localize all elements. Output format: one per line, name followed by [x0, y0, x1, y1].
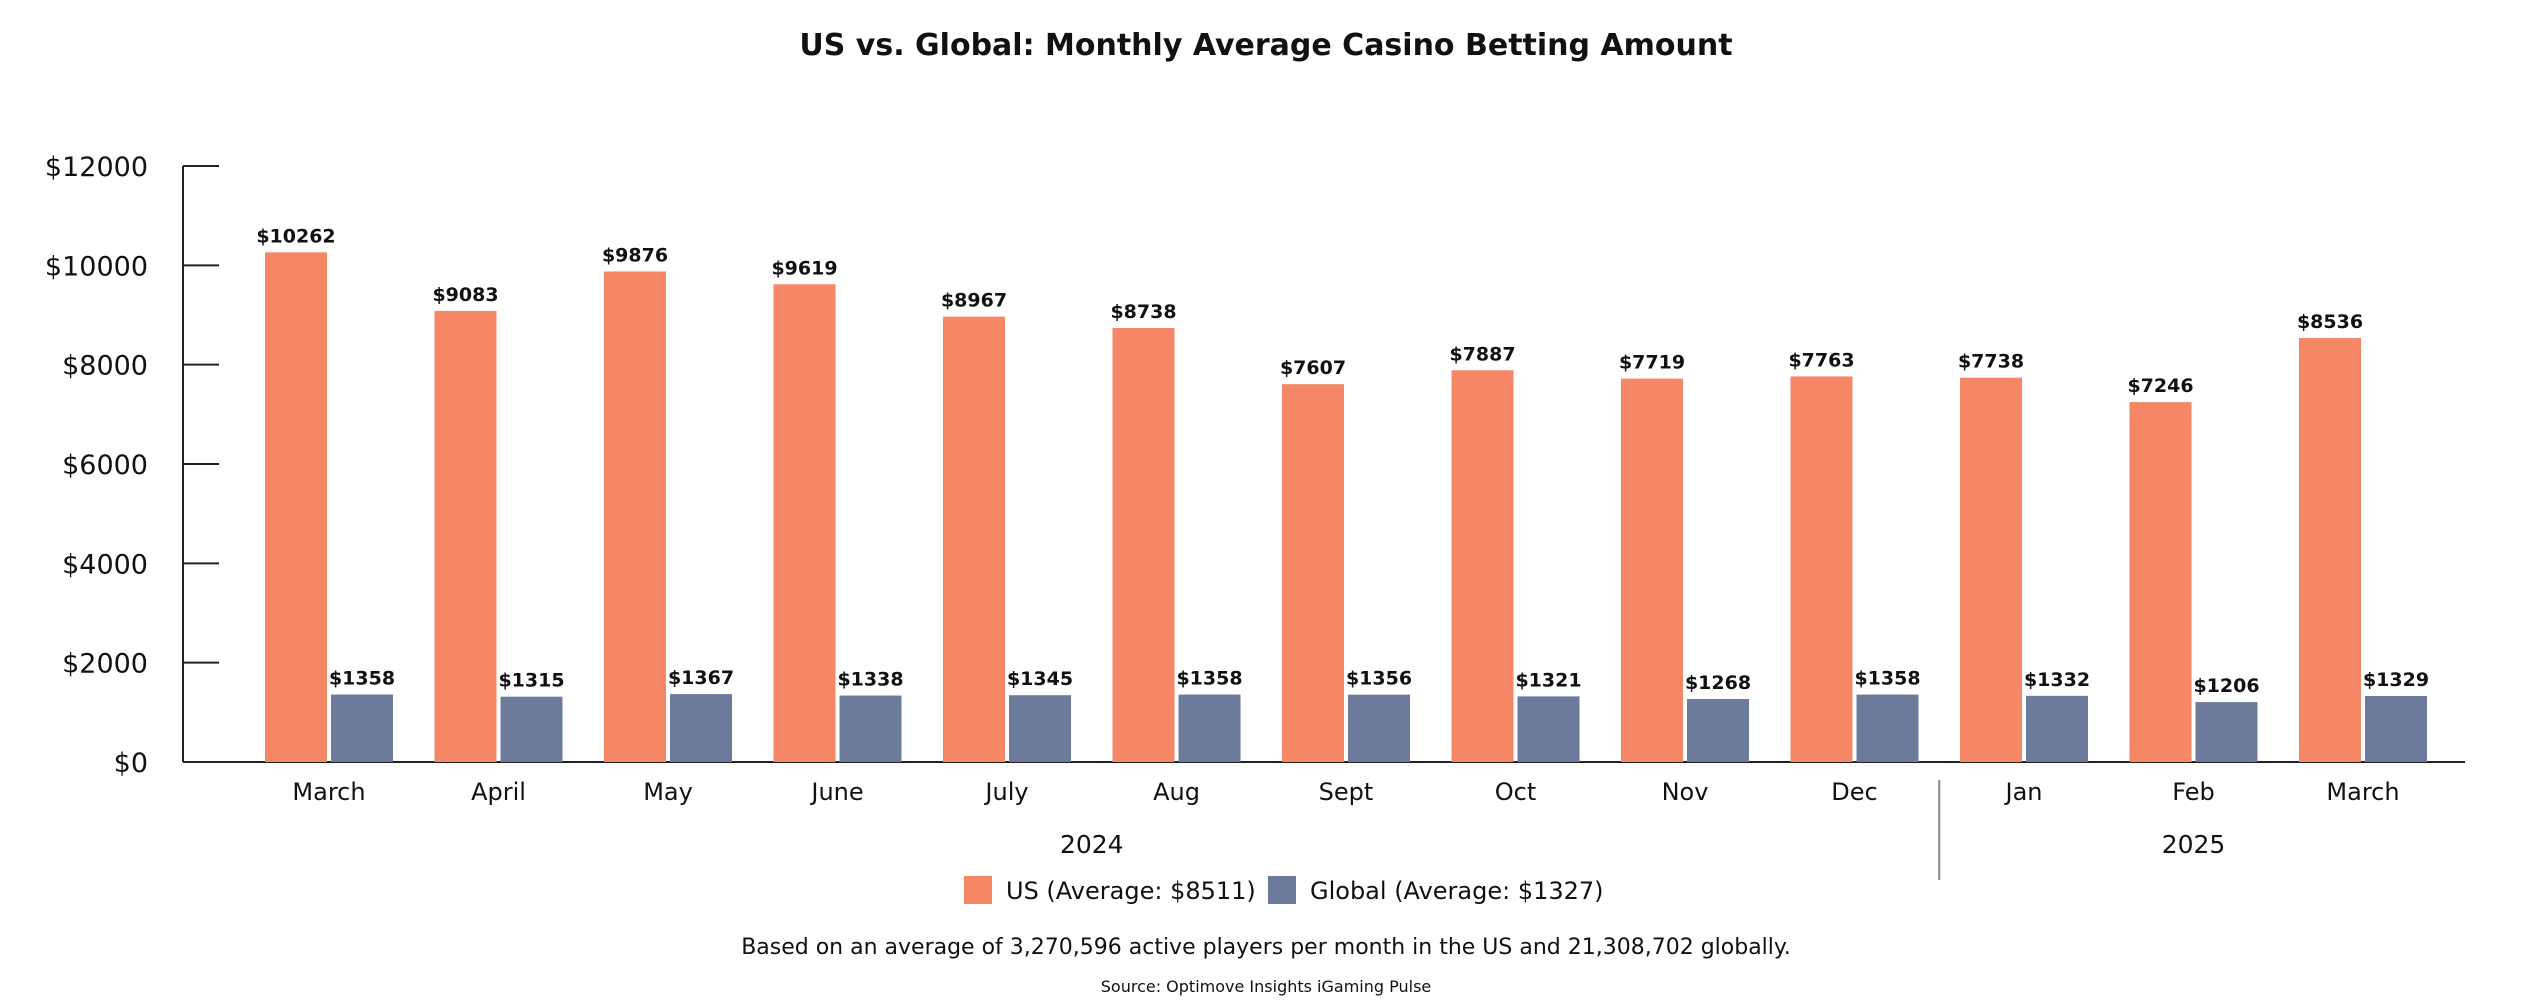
x-tick-label: Feb: [2172, 778, 2215, 806]
bar-global: [1687, 699, 1749, 762]
x-tick-label: July: [983, 778, 1028, 806]
y-tick-label: $12000: [45, 152, 148, 183]
legend-label-us: US (Average: $8511): [1006, 877, 1256, 905]
x-tick-label: Jan: [2004, 778, 2043, 806]
data-label-global: $1367: [668, 667, 734, 689]
y-tick-label: $0: [114, 748, 148, 779]
data-label-global: $1345: [1007, 668, 1073, 690]
bar-us: [1112, 328, 1175, 762]
data-label-us: $8536: [2297, 311, 2363, 333]
data-label-global: $1358: [329, 668, 395, 690]
data-label-us: $7607: [1280, 357, 1346, 379]
bar-global: [500, 696, 563, 762]
data-label-global: $1206: [2193, 675, 2259, 697]
x-tick-labels: March April May June July Aug Sept Oct Nov Dec Jan…: [292, 778, 2399, 806]
year-groups: 2024 2025: [1060, 780, 2225, 880]
x-tick-label: Nov: [1662, 778, 1709, 806]
data-label-us: $9876: [602, 244, 668, 266]
legend-label-global: Global (Average: $1327): [1310, 877, 1604, 905]
bar-us: [1960, 377, 2022, 762]
bar-us: [2129, 402, 2192, 762]
x-tick-label: March: [292, 778, 365, 806]
data-label-us: $9619: [771, 257, 837, 279]
year-label: 2025: [2162, 830, 2226, 859]
footnote: Based on an average of 3,270,596 active …: [741, 935, 1791, 960]
data-label-global: $1329: [2363, 669, 2429, 691]
x-tick-label: Sept: [1319, 778, 1374, 806]
data-label-us: $7246: [2127, 375, 2193, 397]
bar-global: [331, 694, 393, 762]
data-label-global: $1356: [1346, 668, 1412, 690]
x-tick-label: Dec: [1831, 778, 1877, 806]
data-label-us: $7763: [1788, 349, 1854, 371]
y-tick-label: $10000: [45, 251, 148, 282]
data-label-global: $1315: [498, 670, 564, 692]
x-tick-label: April: [471, 778, 526, 806]
legend: US (Average: $8511) Global (Average: $13…: [964, 876, 1604, 905]
bar-us: [2299, 338, 2361, 762]
data-label-global: $1332: [2024, 669, 2090, 691]
source-line: Source: Optimove Insights iGaming Pulse: [1101, 977, 1432, 996]
data-label-global: $1358: [1176, 668, 1242, 690]
data-label-us: $7738: [1958, 351, 2024, 373]
data-label-us: $8738: [1110, 301, 1176, 323]
data-label-us: $10262: [256, 225, 335, 247]
bar-us: [773, 284, 836, 762]
bar-global: [1009, 695, 1071, 762]
x-tick-label: Oct: [1495, 778, 1537, 806]
x-tick-label: March: [2326, 778, 2399, 806]
bar-global: [839, 695, 902, 762]
year-label: 2024: [1060, 830, 1124, 859]
legend-swatch-us: [964, 876, 992, 904]
x-tick-label: June: [809, 778, 863, 806]
data-label-global: $1358: [1854, 668, 1920, 690]
data-label-us: $8967: [941, 290, 1007, 312]
data-labels: $10262 $1358 $9083 $1315 $9876 $1367 $9619 $133…: [256, 225, 2429, 697]
bar-us: [943, 316, 1005, 762]
data-label-global: $1338: [837, 669, 903, 691]
x-tick-label: Aug: [1153, 778, 1200, 806]
data-label-global: $1321: [1515, 669, 1581, 691]
y-tick-label: $4000: [62, 549, 148, 580]
bar-global: [2365, 695, 2427, 762]
y-tick-label: $8000: [62, 351, 148, 382]
bar-us: [1451, 370, 1514, 762]
data-label-us: $7719: [1619, 352, 1685, 374]
bar-us: [434, 310, 497, 762]
bar-us: [1790, 376, 1853, 762]
bar-us: [604, 271, 666, 762]
bar-us: [265, 252, 327, 762]
bar-global: [1348, 694, 1410, 762]
bar-global: [1856, 694, 1919, 762]
y-tick-label: $2000: [62, 649, 148, 680]
bar-global: [2026, 695, 2088, 762]
data-label-us: $7887: [1449, 343, 1515, 365]
chart-title: US vs. Global: Monthly Average Casino Be…: [799, 28, 1732, 63]
y-axis: $0 $2000 $4000 $6000 $8000 $10000 $12000: [45, 152, 219, 779]
bar-global: [2195, 702, 2258, 762]
bars: [265, 252, 2427, 762]
x-tick-label: May: [643, 778, 693, 806]
legend-swatch-global: [1268, 876, 1296, 904]
data-label-global: $1268: [1685, 672, 1751, 694]
y-tick-label: $6000: [62, 450, 148, 481]
bar-us: [1282, 384, 1344, 762]
data-label-us: $9083: [432, 284, 498, 306]
bar-global: [670, 694, 732, 762]
bar-global: [1178, 694, 1241, 762]
bar-global: [1517, 696, 1580, 762]
bar-us: [1621, 378, 1683, 762]
